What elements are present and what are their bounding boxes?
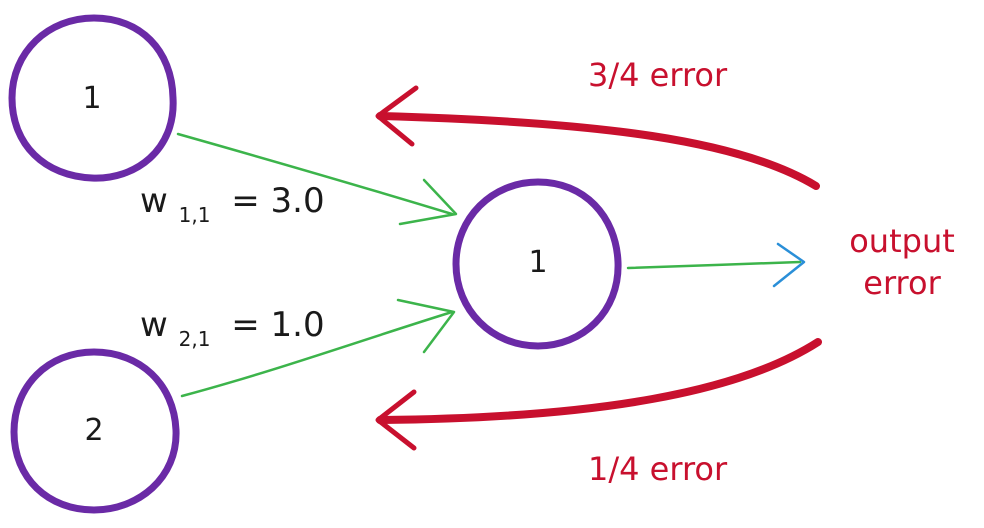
output-node-1-label: 1 <box>528 245 547 280</box>
error-arrow-bottom-head <box>375 389 417 451</box>
input-node-1: 1 <box>8 14 177 182</box>
input-node-2: 2 <box>10 348 180 514</box>
error-label-bottom: 1/4 error <box>588 450 728 488</box>
output-node-1: 1 <box>452 178 622 350</box>
error-arrow-bottom-curve <box>376 338 822 424</box>
weight-w21-value: = 1.0 <box>231 305 324 345</box>
weight-arrow-2-line <box>180 310 454 398</box>
input-node-1-circle <box>8 14 177 182</box>
output-error-label-line1: output <box>849 222 955 260</box>
weight-arrow-1-line <box>176 132 454 216</box>
output-arrow-head <box>772 242 806 288</box>
weight-label-w21: w 2,1 = 1.0 <box>140 305 325 355</box>
output-error-label-line2: error <box>863 264 941 302</box>
output-node-1-circle <box>452 178 622 350</box>
weight-w21-subscript: 2,1 <box>179 327 211 351</box>
weight-w11-symbol: w <box>140 181 168 221</box>
input-node-2-label: 2 <box>84 413 103 448</box>
output-arrow <box>626 242 806 288</box>
error-arrow-bottom <box>375 338 822 451</box>
weight-arrow-2-head <box>396 298 456 354</box>
error-label-top: 3/4 error <box>588 56 728 94</box>
error-arrow-top-curve <box>376 112 820 190</box>
weight-arrow-2 <box>180 298 456 398</box>
weight-arrow-1-head <box>398 178 458 226</box>
input-node-2-circle <box>10 348 180 514</box>
input-node-1-label: 1 <box>82 81 101 116</box>
weight-w11-subscript: 1,1 <box>179 203 211 227</box>
weight-w21-symbol: w <box>140 305 168 345</box>
weight-arrow-1 <box>176 132 458 226</box>
weight-label-w11: w 1,1 = 3.0 <box>140 181 325 231</box>
error-arrow-top-head <box>375 85 419 147</box>
weight-w11-value: = 3.0 <box>231 181 324 221</box>
output-arrow-line <box>626 260 802 270</box>
error-arrow-top <box>375 85 820 190</box>
